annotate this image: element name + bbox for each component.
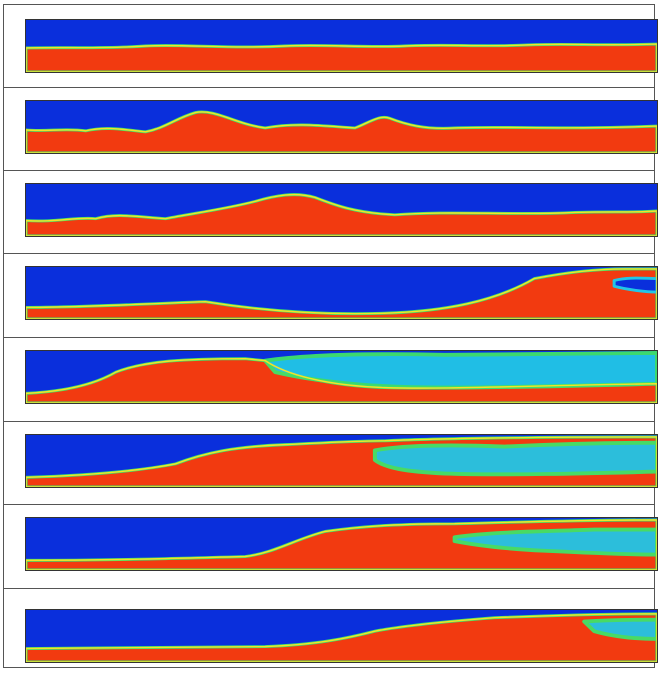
frame-7 — [4, 505, 658, 589]
mixing-zone-6 — [372, 440, 657, 477]
liquid-region-1 — [26, 42, 657, 72]
frame-8 — [4, 589, 658, 669]
contour-plot-7 — [25, 517, 658, 571]
contour-svg-4 — [26, 267, 657, 319]
mixing-zone-5 — [263, 351, 657, 390]
contour-svg-5 — [26, 351, 657, 403]
contour-plot-8 — [25, 609, 658, 663]
mixing-zone-8 — [582, 617, 657, 641]
contour-svg-2 — [26, 101, 657, 153]
frame-1 — [4, 5, 658, 88]
contour-svg-7 — [26, 518, 657, 570]
contour-plot-6 — [25, 434, 658, 488]
contour-svg-8 — [26, 610, 657, 662]
frame-6 — [4, 422, 658, 505]
contour-plot-1 — [25, 19, 658, 73]
frame-3 — [4, 171, 658, 254]
contour-plot-5 — [25, 350, 658, 404]
frame-2 — [4, 88, 658, 171]
frame-4 — [4, 254, 658, 338]
contour-svg-3 — [26, 184, 657, 236]
contour-plot-2 — [25, 100, 658, 154]
contour-svg-1 — [26, 20, 657, 72]
contour-svg-6 — [26, 435, 657, 487]
frame-stack — [3, 4, 658, 669]
frame-5 — [4, 338, 658, 422]
gas-pocket-4 — [612, 276, 657, 294]
contour-plot-3 — [25, 183, 658, 237]
contour-plot-4 — [25, 266, 658, 320]
